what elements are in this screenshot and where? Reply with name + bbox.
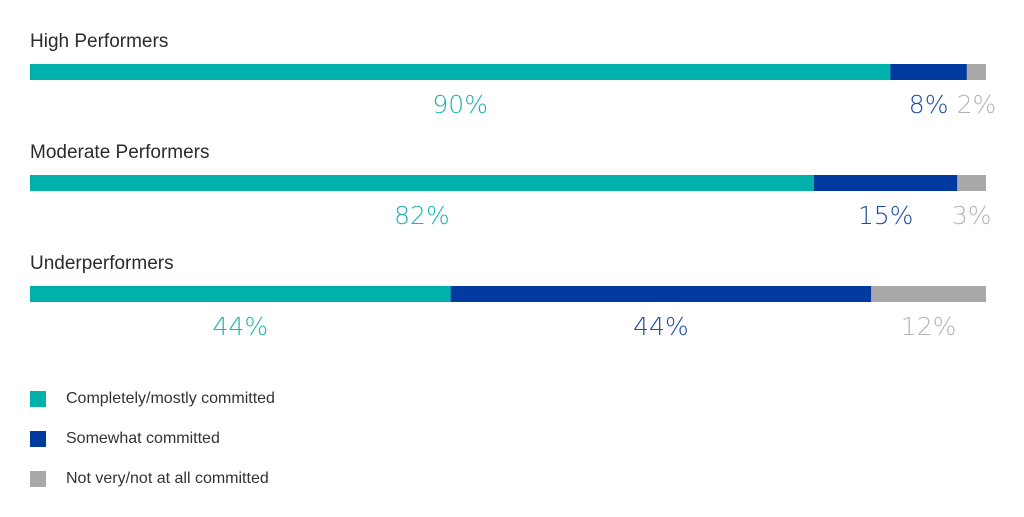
legend-label: Not very/not at all committed (66, 470, 269, 487)
bar-segment (30, 64, 891, 80)
value-label: 44% (213, 312, 269, 341)
legend-swatch (30, 431, 46, 447)
value-label: 12% (901, 312, 957, 341)
legend-item: Not very/not at all committed (30, 470, 269, 487)
bar-segment (871, 286, 986, 302)
legend: Completely/mostly committed Somewhat comm… (30, 390, 275, 487)
bar-segment (890, 64, 967, 80)
value-label: 82% (394, 201, 450, 230)
row-moderate-performers: Moderate Performers 82% 15% 3% (30, 142, 991, 230)
category-label: Underperformers (30, 253, 174, 274)
bar-segment (813, 175, 958, 191)
value-label: 3% (952, 201, 992, 230)
value-label: 44% (633, 312, 689, 341)
value-label: 2% (957, 90, 997, 119)
bar-segment (30, 286, 451, 302)
bar-segment (30, 175, 814, 191)
legend-label: Completely/mostly committed (66, 390, 275, 407)
legend-item: Completely/mostly committed (30, 390, 275, 407)
row-high-performers: High Performers 90% 8% 2% (30, 31, 996, 119)
chart-rows: High Performers 90% 8% 2% Moderate Performer… (30, 31, 996, 341)
legend-swatch (30, 391, 46, 407)
category-label: Moderate Performers (30, 142, 210, 163)
value-label: 90% (432, 90, 488, 119)
legend-swatch (30, 471, 46, 487)
value-label: 8% (909, 90, 949, 119)
category-label: High Performers (30, 31, 168, 52)
legend-item: Somewhat committed (30, 430, 220, 447)
bar-segment (450, 286, 872, 302)
bar-segment (957, 175, 986, 191)
bar-segment (966, 64, 986, 80)
row-underperformers: Underperformers 44% 44% 12% (30, 253, 986, 341)
legend-label: Somewhat committed (66, 430, 220, 447)
value-label: 15% (858, 201, 914, 230)
